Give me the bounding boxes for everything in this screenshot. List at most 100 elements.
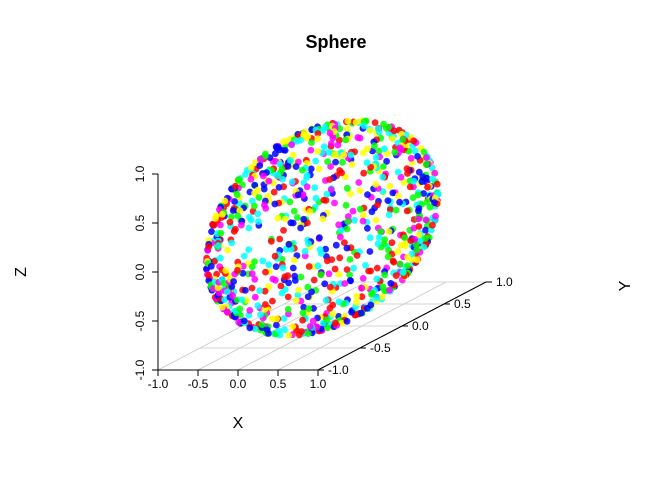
data-point (275, 184, 283, 191)
data-point (256, 162, 264, 170)
data-point (231, 198, 239, 205)
data-point (297, 273, 305, 281)
data-point (245, 246, 253, 254)
data-point (344, 117, 352, 125)
data-point (422, 216, 430, 224)
data-point (372, 154, 380, 161)
data-point (288, 141, 295, 149)
data-point (368, 208, 376, 216)
data-point (413, 246, 421, 254)
data-point (228, 213, 235, 221)
data-point (366, 248, 374, 255)
data-point (242, 171, 249, 178)
data-point (331, 151, 338, 159)
data-point (315, 165, 323, 173)
data-point (272, 263, 280, 270)
data-point (358, 293, 366, 301)
data-point (278, 289, 286, 297)
data-point (239, 269, 247, 277)
data-point (415, 215, 423, 223)
data-point (362, 262, 369, 269)
data-point (356, 205, 364, 213)
data-point (335, 271, 343, 278)
data-point (277, 282, 285, 290)
data-point (245, 224, 253, 232)
data-point (353, 292, 361, 300)
data-point (309, 317, 317, 325)
data-point (325, 148, 333, 156)
data-point (347, 151, 355, 159)
data-point (386, 206, 394, 214)
data-point (381, 271, 389, 279)
data-point (273, 321, 280, 329)
data-point (326, 283, 334, 291)
data-point (246, 307, 254, 314)
data-point (371, 119, 379, 126)
data-point (222, 267, 230, 274)
points-layer (203, 117, 442, 339)
data-point (300, 215, 307, 223)
data-point (342, 136, 349, 144)
data-point (396, 260, 404, 268)
data-point (336, 254, 344, 262)
data-point (248, 197, 256, 205)
data-point (262, 204, 270, 212)
data-point (271, 252, 279, 260)
data-point (306, 208, 314, 215)
data-point (349, 207, 357, 215)
data-point (338, 169, 345, 177)
data-point (303, 183, 311, 191)
data-point (366, 126, 374, 134)
data-point (429, 175, 436, 183)
data-point (321, 280, 329, 288)
data-point (368, 290, 375, 298)
data-point (270, 188, 278, 196)
data-point (407, 237, 414, 245)
data-point (235, 318, 243, 326)
data-point (379, 283, 387, 291)
y-tick-label-3: 0.5 (454, 297, 471, 311)
data-point (346, 277, 354, 284)
data-point (372, 181, 380, 188)
data-point (286, 198, 294, 206)
x-tick-labels: -1.0 -0.5 0.0 0.5 1.0 (148, 377, 327, 391)
data-point (294, 191, 302, 199)
data-point (242, 287, 249, 294)
data-point (305, 240, 312, 248)
data-point (274, 172, 282, 180)
data-point (276, 146, 283, 154)
data-point (285, 331, 293, 339)
data-point (392, 272, 400, 279)
data-point (217, 229, 225, 237)
data-point (279, 175, 286, 183)
data-point (284, 305, 292, 313)
data-point (346, 256, 354, 263)
axes-layer (152, 173, 492, 376)
data-point (310, 276, 318, 284)
data-point (431, 199, 438, 207)
data-point (415, 207, 422, 215)
data-point (230, 278, 238, 285)
data-point (289, 264, 297, 272)
data-point (269, 297, 276, 305)
data-point (324, 158, 331, 166)
data-point (231, 182, 239, 190)
data-point (292, 297, 300, 304)
data-point (218, 303, 226, 311)
data-point (289, 323, 296, 330)
data-point (343, 225, 351, 233)
data-point (332, 158, 339, 166)
data-point (359, 149, 367, 157)
data-point (254, 210, 262, 218)
data-point (410, 177, 418, 185)
data-point (334, 141, 342, 149)
data-point (396, 144, 404, 152)
data-point (217, 254, 224, 262)
data-point (304, 293, 312, 301)
data-point (267, 237, 275, 245)
y-axis-label: Y (617, 280, 634, 291)
data-point (294, 291, 302, 299)
data-point (343, 244, 351, 252)
data-point (374, 201, 381, 209)
